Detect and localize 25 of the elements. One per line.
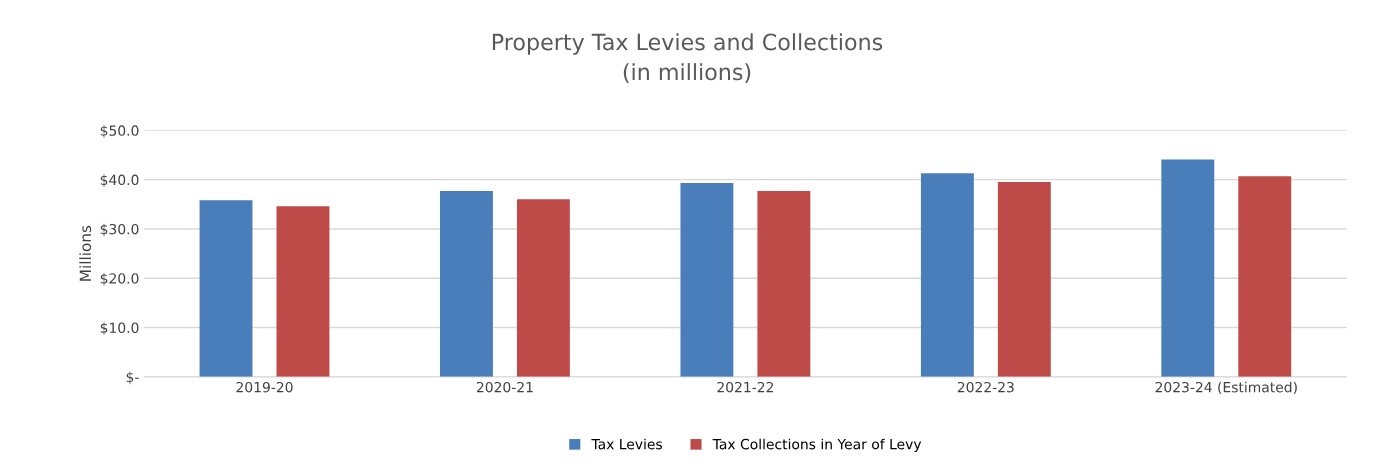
y-tick-label: $40.0 — [100, 174, 139, 187]
bar — [757, 190, 811, 377]
y-axis-title: Millions — [79, 225, 92, 281]
chart-title: Property Tax Levies and Collections (in millions) — [492, 33, 883, 83]
bar — [440, 190, 493, 377]
bar — [997, 182, 1051, 377]
x-tick-label: 2023-24 (Estimated) — [1155, 381, 1297, 395]
bar — [680, 183, 734, 377]
bar — [516, 199, 570, 377]
bar — [920, 173, 974, 377]
y-tick-label: $10.0 — [100, 322, 139, 335]
legend-label: Tax Levies — [591, 438, 663, 450]
y-tick-label: $30.0 — [100, 223, 139, 237]
bar — [199, 200, 253, 377]
y-tick-label: $- — [126, 371, 139, 385]
bar — [1238, 176, 1292, 377]
legend-label: Tax Collections in Year of Levy — [712, 438, 922, 453]
bar — [276, 206, 330, 377]
x-tick-label: 2020-21 — [476, 381, 533, 393]
x-tick-label: 2022-23 — [957, 381, 1014, 393]
x-tick-label: 2019-20 — [236, 381, 293, 393]
y-tick-label: $20.0 — [100, 272, 139, 286]
y-tick-label: $50.0 — [100, 125, 139, 138]
bar — [1161, 159, 1215, 377]
x-tick-label: 2021-22 — [717, 381, 774, 393]
